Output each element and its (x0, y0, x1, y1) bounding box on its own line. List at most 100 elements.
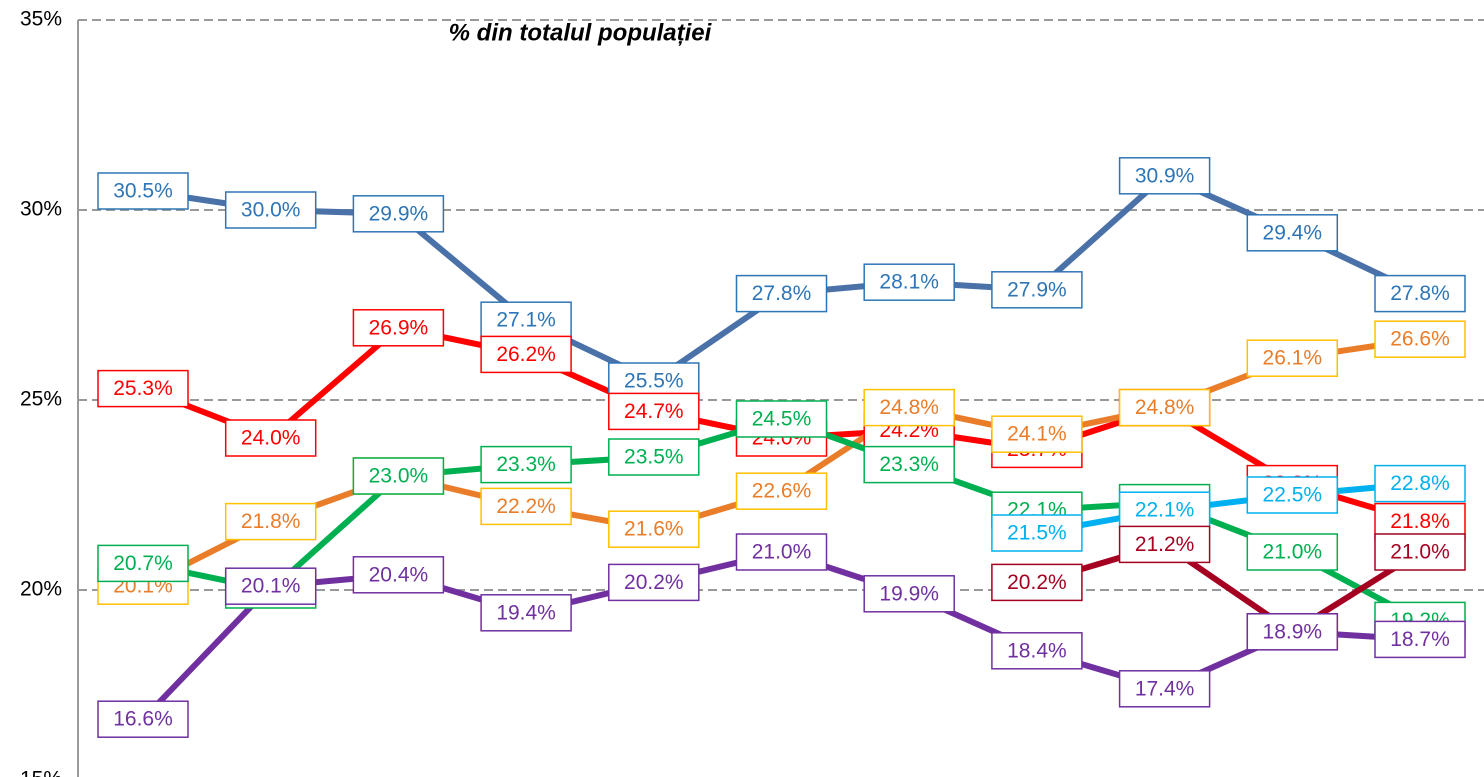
data-label-box (1118, 670, 1211, 708)
data-label-box (97, 172, 189, 210)
data-label: 22.1% (1118, 491, 1211, 529)
data-label: 19.4% (480, 594, 572, 632)
data-label-box (1246, 613, 1339, 651)
chart-subtitle: % din totalul populației (449, 19, 713, 46)
data-label-box (224, 419, 317, 457)
data-label-text: 27.8% (1390, 282, 1450, 305)
data-label-text: 30.0% (241, 199, 301, 222)
data-label-box (991, 271, 1083, 309)
data-label-text: 21.2% (1135, 533, 1195, 556)
data-label: 26.2% (480, 335, 572, 374)
data-label: 24.1% (991, 415, 1083, 453)
data-label-text: 21.0% (1263, 541, 1323, 564)
data-label-box (97, 700, 189, 738)
data-label-text: 20.2% (1007, 571, 1067, 594)
data-label-text: 24.5% (752, 408, 812, 431)
data-label: 30.5% (97, 172, 189, 210)
data-label-box (735, 472, 828, 510)
data-label-box (1246, 533, 1339, 571)
data-label-box (480, 445, 572, 484)
data-label-text: 18.4% (1007, 639, 1067, 662)
data-label-text: 22.6% (752, 480, 812, 503)
data-label-text: 28.1% (879, 271, 939, 294)
data-label-box (863, 388, 955, 427)
data-label: 23.3% (863, 445, 955, 484)
data-label: 20.7% (97, 544, 189, 583)
series-line (140, 549, 1421, 722)
data-label-box (352, 457, 445, 495)
data-label: 26.6% (1374, 320, 1466, 358)
data-label-box (1374, 620, 1466, 659)
data-label-text: 26.1% (1263, 347, 1323, 370)
data-label-box (735, 400, 828, 438)
data-label-box (352, 195, 445, 233)
data-label-text: 26.9% (369, 316, 429, 339)
data-label: 20.1% (224, 567, 317, 605)
data-label-text: 18.9% (1263, 620, 1323, 643)
data-label-box (991, 415, 1083, 453)
data-label-box (1118, 388, 1211, 427)
data-label-box (991, 632, 1083, 670)
data-label-text: 20.4% (369, 563, 429, 586)
data-label: 22.6% (735, 472, 828, 510)
data-label-box (352, 556, 445, 594)
data-label-text: 24.1% (1007, 423, 1067, 446)
data-label: 21.0% (735, 533, 828, 571)
data-label-box (863, 445, 955, 484)
data-label-text: 30.5% (113, 180, 173, 203)
data-label-box (1246, 476, 1339, 514)
y-tick-label: 25% (20, 388, 62, 411)
data-label-box (608, 510, 700, 548)
data-label: 22.8% (1374, 464, 1466, 503)
series-line (1036, 480, 1421, 536)
data-label: 27.8% (735, 274, 828, 313)
data-label-text: 26.6% (1390, 328, 1450, 351)
data-label-text: 27.8% (752, 282, 812, 305)
data-label: 19.9% (863, 575, 955, 613)
data-label-text: 16.6% (113, 708, 173, 731)
data-label: 22.5% (1246, 476, 1339, 514)
data-label-text: 27.1% (496, 309, 556, 332)
data-label-box (1374, 464, 1466, 503)
data-label-text: 22.5% (1263, 484, 1323, 507)
data-label-box (1118, 157, 1211, 195)
data-label: 21.0% (1374, 533, 1466, 571)
y-tick-label: 35% (20, 8, 62, 31)
data-label-text: 23.3% (879, 453, 939, 476)
data-label-text: 20.2% (624, 571, 684, 594)
data-label: 21.0% (1246, 533, 1339, 571)
data-label-box (735, 274, 828, 313)
series-line (1036, 541, 1422, 635)
data-label-text: 21.0% (752, 541, 812, 564)
data-label: 24.5% (735, 400, 828, 438)
data-label: 27.9% (991, 271, 1083, 309)
data-label: 16.6% (97, 700, 189, 738)
data-label: 18.9% (1246, 613, 1339, 651)
data-label: 29.9% (352, 195, 445, 233)
data-label: 30.0% (224, 191, 317, 229)
data-label-text: 23.3% (496, 453, 556, 476)
data-label-box (97, 369, 189, 408)
data-label-box (608, 438, 700, 476)
data-label-text: 24.7% (624, 400, 684, 423)
data-label: 20.2% (608, 563, 700, 602)
data-label-box (991, 514, 1083, 552)
data-label: 24.8% (1118, 388, 1211, 427)
data-label-text: 22.8% (1390, 472, 1450, 495)
data-label: 30.9% (1118, 157, 1211, 195)
y-tick-label: 15% (20, 768, 62, 777)
data-label: 26.1% (1246, 339, 1339, 377)
data-label-text: 24.0% (241, 427, 301, 450)
data-label-box (480, 487, 572, 526)
data-label-box (480, 335, 572, 374)
y-tick-label: 20% (20, 578, 62, 601)
data-label: 27.1% (480, 301, 572, 339)
data-label-text: 27.9% (1007, 278, 1067, 301)
data-label-text: 18.7% (1390, 628, 1450, 651)
data-label: 21.6% (608, 510, 700, 548)
data-label-box (608, 563, 700, 602)
data-label-box (1374, 533, 1466, 571)
data-label-box (97, 544, 189, 583)
data-label: 17.4% (1118, 670, 1211, 708)
